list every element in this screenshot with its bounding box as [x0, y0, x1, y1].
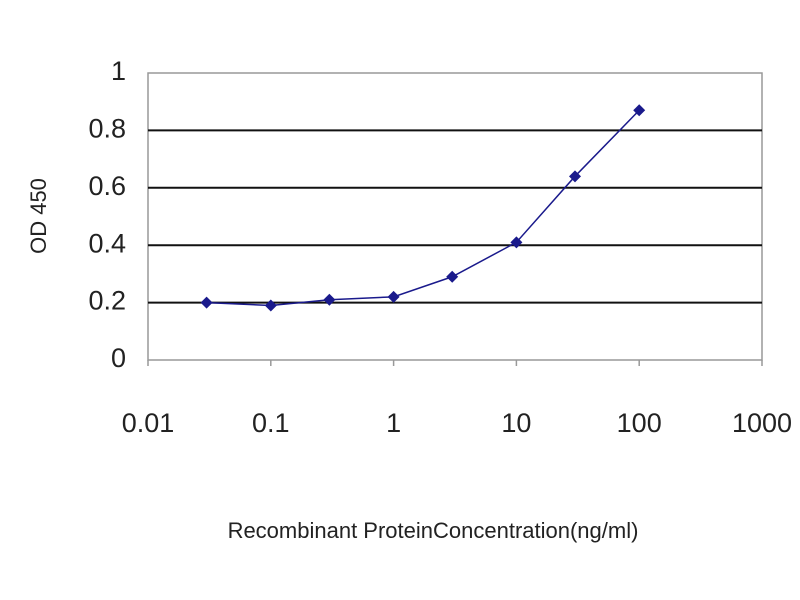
y-tick-label: 0.8: [88, 114, 126, 144]
data-point: [568, 170, 581, 183]
data-point: [633, 104, 646, 117]
y-tick-label: 0.4: [88, 228, 126, 258]
y-axis-title: OD 450: [26, 178, 51, 254]
x-tick-label: 0.01: [122, 408, 175, 438]
plot-frame: [147, 72, 763, 361]
x-axis-title: Recombinant ProteinConcentration(ng/ml): [228, 518, 639, 543]
x-tick-label: 0.1: [252, 408, 290, 438]
data-point: [446, 270, 459, 283]
data-point: [387, 290, 400, 303]
y-tick-label: 0: [111, 343, 126, 373]
data-point: [510, 236, 523, 249]
series-line: [206, 109, 640, 307]
x-tick-label: 1: [386, 408, 401, 438]
x-tick-label: 1000: [732, 408, 792, 438]
data-point: [200, 296, 213, 309]
data-point: [264, 299, 277, 312]
data-point: [323, 293, 336, 306]
y-tick-label: 0.2: [88, 286, 126, 316]
x-tick-label: 10: [501, 408, 531, 438]
y-tick-label: 0.6: [88, 171, 126, 201]
y-tick-label: 1: [111, 56, 126, 86]
x-tick-label: 100: [617, 408, 662, 438]
